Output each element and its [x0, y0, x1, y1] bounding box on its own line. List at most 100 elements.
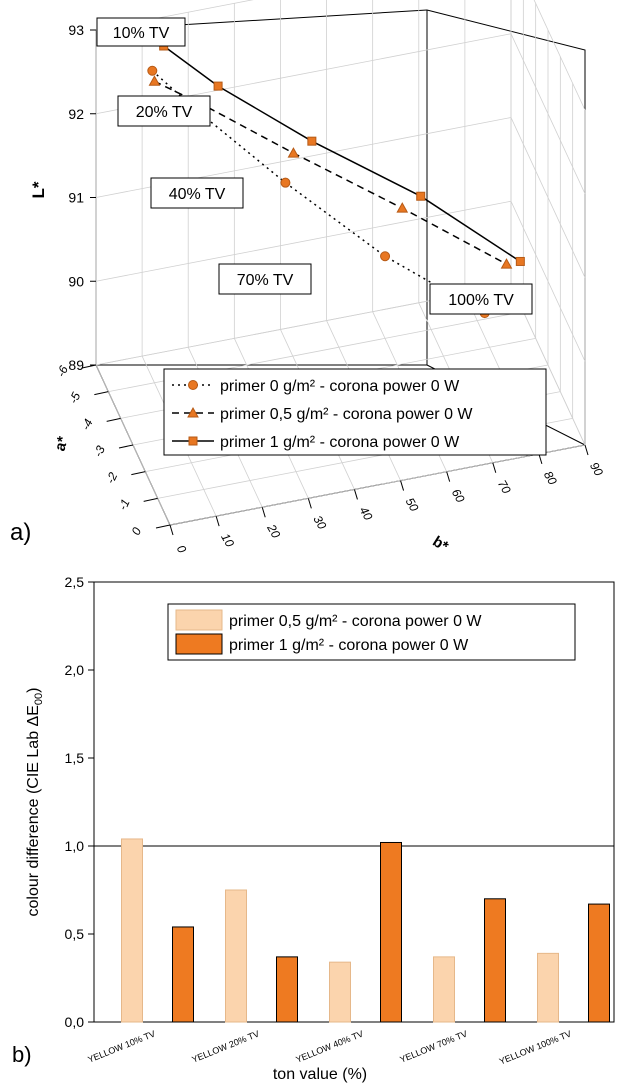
z-axis-label: L*: [29, 181, 48, 198]
series-1-point-3: [396, 202, 409, 213]
legend-3d-item-2: primer 1 g/m² - corona power 0 W: [172, 434, 460, 451]
x-tick: [446, 471, 451, 482]
x-tick: [538, 453, 543, 465]
series-1-point-4: [500, 258, 513, 269]
bar-1-4: [588, 903, 610, 1023]
series-0-point-0: [147, 65, 158, 76]
series-1-point-0: [148, 75, 161, 86]
x-tick-label: 0: [174, 543, 190, 556]
legend-3d-item-1: primer 0,5 g/m² - corona power 0 W: [172, 406, 473, 423]
box-back-wall-left: [95, 10, 428, 366]
grid-floor-a: [169, 444, 586, 526]
legend-3d-item-0: primer 0 g/m² - corona power 0 W: [172, 378, 460, 395]
bar-y-axis-label: colour difference (CIE Lab ΔE00): [25, 688, 45, 917]
bar-1-1: [276, 956, 298, 1023]
annotation-20: 20% TV: [117, 95, 211, 127]
x-tick-label: 20: [264, 521, 283, 541]
annotation-100-box: [429, 283, 533, 315]
y-tick: [106, 417, 121, 422]
x-tick: [307, 498, 312, 509]
bar-y-tick-label: 0,0: [65, 1014, 85, 1030]
series-2-point-2: [307, 136, 317, 146]
y-axis-label: a*: [52, 435, 72, 453]
bar-1-0: [172, 926, 194, 1023]
bar-0-0: [121, 838, 143, 1023]
bar-y-tick-label: 2,5: [65, 574, 85, 590]
bar-y-tick-label: 1,5: [65, 750, 85, 766]
bar-0-2: [329, 961, 351, 1023]
z-tick-label: 92: [68, 106, 84, 122]
series-2-point-3: [416, 191, 426, 201]
bar-x-axis-label: ton value (%): [273, 1066, 367, 1083]
x-tick: [492, 462, 497, 473]
annotation-40: 40% TV: [150, 177, 244, 209]
x-tick-label: 90: [587, 460, 606, 479]
bar-y-tick-label: 0,5: [65, 926, 85, 942]
bar-chart-colour-difference: 0,0 0,5 1,0 1,5 2,0 2,5 YELLOW 10% TV YELLOW 2…: [12, 574, 615, 1083]
legend-3d-marker-0: [188, 380, 198, 390]
x-tick-label: 70: [495, 477, 514, 496]
annotation-70-box: [218, 263, 312, 295]
series-0-point-3: [380, 251, 391, 262]
legend-bar-swatch-0: [175, 609, 223, 631]
y-tick: [131, 471, 146, 476]
annotation-10-box: [96, 17, 186, 47]
legend-bar-swatch-1: [175, 633, 223, 655]
x-tick-label: 40: [357, 504, 376, 523]
bar-x-tick-label: YELLOW 70% TV: [398, 1029, 468, 1065]
legend-bar-label-0: primer 0,5 g/m² - corona power 0 W: [229, 613, 482, 630]
plot-frame: [93, 581, 615, 1023]
bar-y-tick-label: 2,0: [65, 662, 85, 678]
tv-annotations: 10% TV 20% TV 40% TV 70% TV 100% TV: [96, 17, 533, 315]
legend-3d: primer 0 g/m² - corona power 0 W primer …: [163, 368, 547, 456]
bar-0-1: [225, 889, 247, 1023]
grid-back-h: [95, 200, 512, 282]
legend-3d-label-1: primer 0,5 g/m² - corona power 0 W: [220, 406, 473, 423]
bar-x-tick-label: YELLOW 10% TV: [86, 1029, 156, 1065]
legend-3d-marker-1: [187, 406, 199, 418]
bar-y-axis-label-main: colour difference (CIE Lab ΔE: [25, 705, 42, 916]
series-1-point-2: [287, 147, 300, 158]
z-tick-label: 93: [68, 22, 84, 38]
legend-3d-label-2: primer 1 g/m² - corona power 0 W: [220, 434, 460, 451]
y-axis-ticks: 0-1-2-3-4-5-6: [54, 363, 171, 537]
grid-right-h: [510, 33, 586, 194]
grid-right-h: [510, 201, 586, 362]
series-line-2: [163, 45, 521, 263]
series-2-point-1: [213, 81, 223, 91]
legend-bar-box: [167, 603, 576, 661]
bar-0-3: [433, 956, 455, 1023]
annotation-10: 10% TV: [96, 17, 186, 47]
bar-y-tick-label: 1,0: [65, 838, 85, 854]
bar-1-3: [484, 898, 506, 1023]
annotation-40-text: 40% TV: [169, 186, 226, 203]
grid-right-h: [510, 117, 586, 278]
x-tick-label: 30: [310, 513, 329, 532]
legend-3d-marker-2: [188, 436, 198, 446]
series-2-point-4: [515, 256, 525, 266]
x-tick: [215, 515, 220, 527]
panel-b-label: b): [12, 1042, 32, 1067]
y-tick-label: -4: [78, 417, 95, 433]
x-tick: [261, 507, 266, 518]
y-tick: [155, 524, 171, 529]
bar-x-tick-label: YELLOW 20% TV: [190, 1029, 260, 1065]
y-tick: [143, 497, 158, 502]
legend-3d-box: [163, 368, 547, 456]
z-tick-label: 89: [68, 357, 84, 373]
y-tick-label: -3: [91, 443, 108, 459]
legend-bar-label-1: primer 1 g/m² - corona power 0 W: [229, 637, 469, 654]
legend-bar: primer 0,5 g/m² - corona power 0 W prime…: [167, 603, 576, 661]
x-tick: [584, 444, 589, 456]
x-tick-label: 50: [403, 495, 422, 514]
annotation-70-text: 70% TV: [237, 272, 294, 289]
legend-bar-item-1: primer 1 g/m² - corona power 0 W: [175, 633, 469, 655]
bars: [121, 838, 610, 1023]
legend-bar-item-0: primer 0,5 g/m² - corona power 0 W: [175, 609, 482, 631]
annotation-100-text: 100% TV: [448, 292, 514, 309]
y-tick-label: -1: [115, 497, 132, 513]
y-tick: [81, 364, 97, 369]
x-tick-label: 10: [218, 531, 237, 550]
